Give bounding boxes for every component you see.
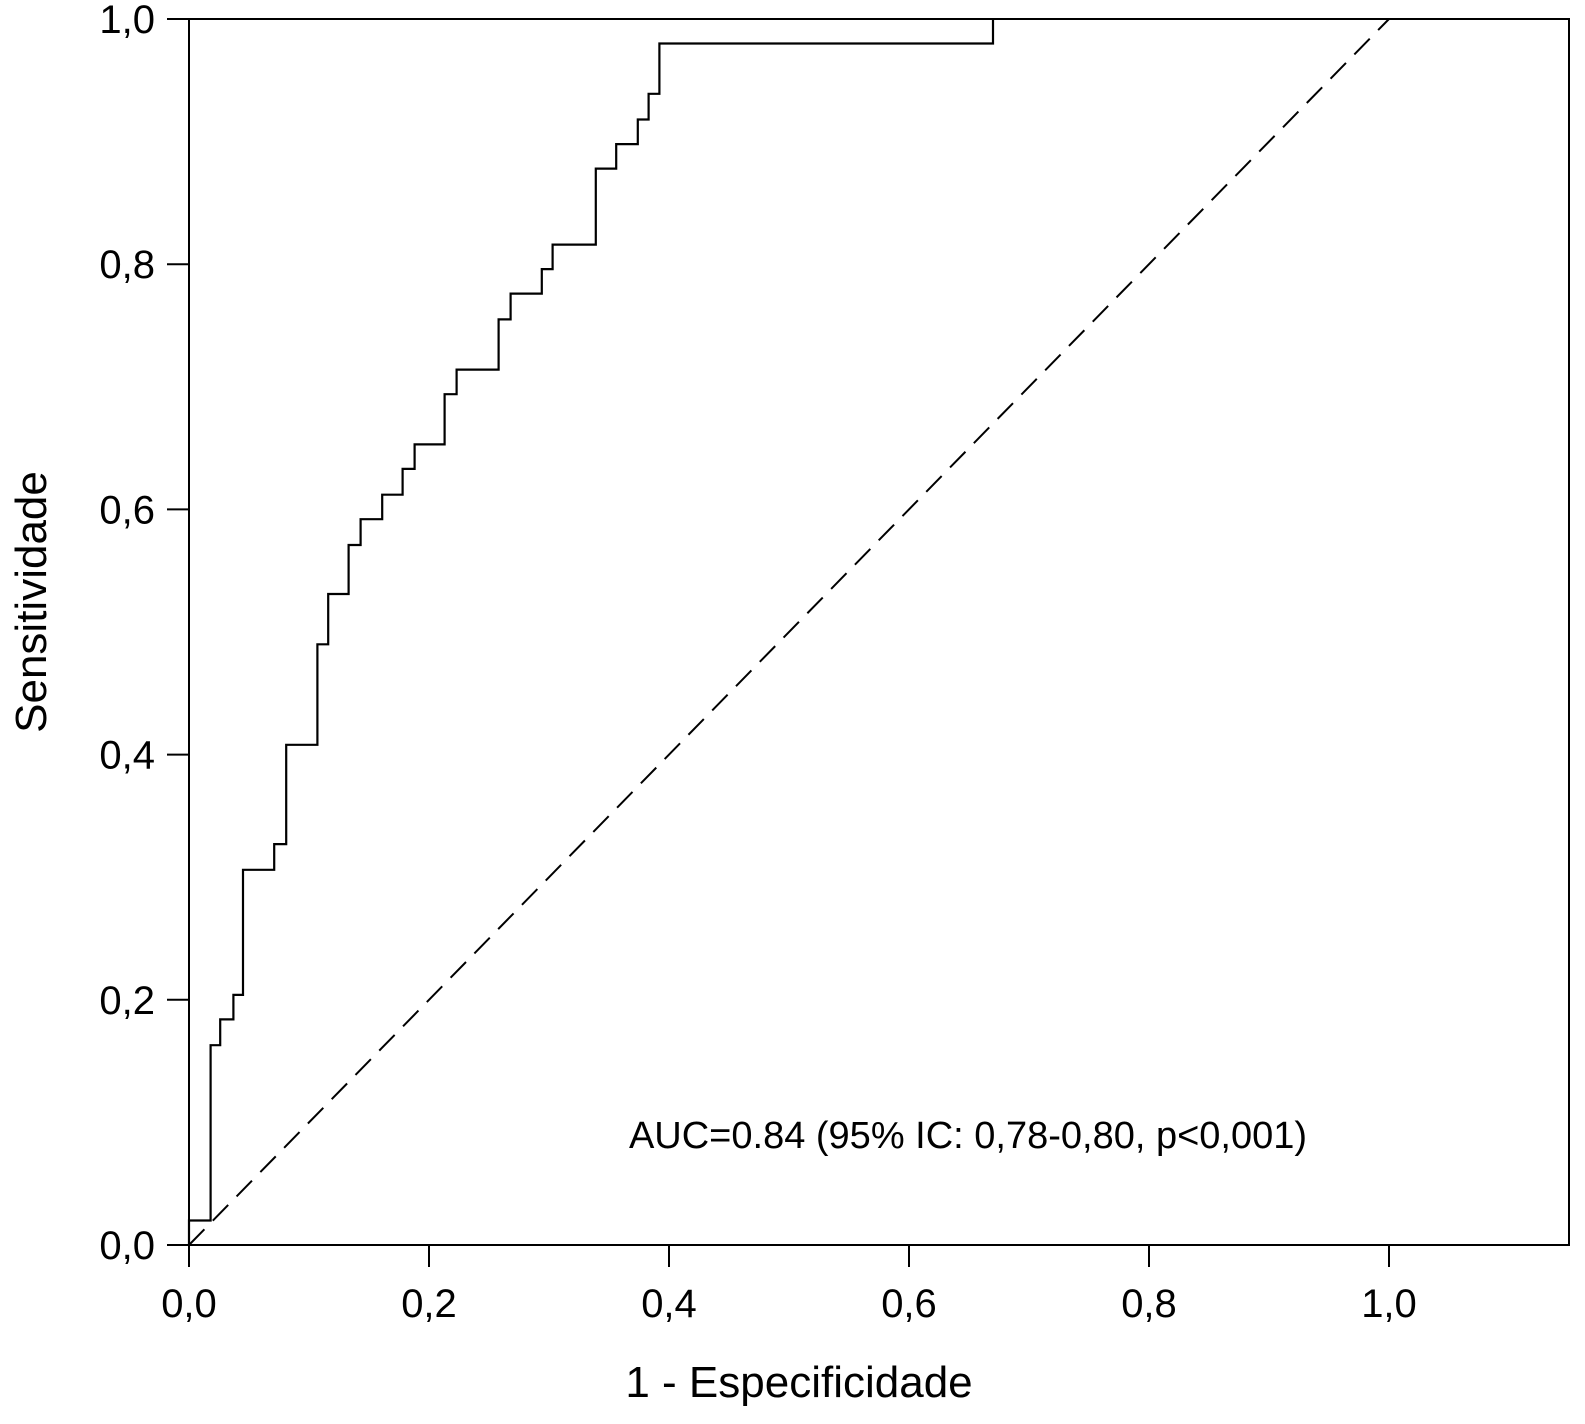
- y-tick-label: 0,4: [99, 734, 155, 778]
- x-tick-label: 0,2: [401, 1282, 457, 1326]
- x-tick-label: 0,4: [641, 1282, 697, 1326]
- reference-diagonal-line: [188, 18, 1390, 1246]
- y-tick-label: 1,0: [99, 0, 155, 42]
- axes: [188, 18, 1570, 1246]
- x-axis-title: 1 - Especificidade: [625, 1358, 972, 1407]
- roc-curve-line: [187, 19, 995, 1245]
- x-tick-label: 0,6: [881, 1282, 937, 1326]
- axis-ticks: 0,0 0,2 0,4 0,6 0,8 1,0 0,0 0,2 0,4 0,6 0,8 1,0: [99, 0, 1416, 1326]
- plot-frame: [188, 18, 1570, 1246]
- y-tick-label: 0,0: [99, 1224, 155, 1268]
- x-tick-label: 0,0: [161, 1282, 217, 1326]
- x-tick-label: 1,0: [1361, 1282, 1417, 1326]
- y-tick-label: 0,6: [99, 488, 155, 532]
- y-axis-title: Sensitividade: [7, 471, 56, 733]
- y-tick-label: 0,8: [99, 243, 155, 287]
- y-tick-label: 0,2: [99, 979, 155, 1023]
- series-layer: [187, 18, 1390, 1246]
- x-tick-label: 0,8: [1121, 1282, 1177, 1326]
- auc-annotation: AUC=0.84 (95% IC: 0,78-0,80, p<0,001): [629, 1115, 1307, 1157]
